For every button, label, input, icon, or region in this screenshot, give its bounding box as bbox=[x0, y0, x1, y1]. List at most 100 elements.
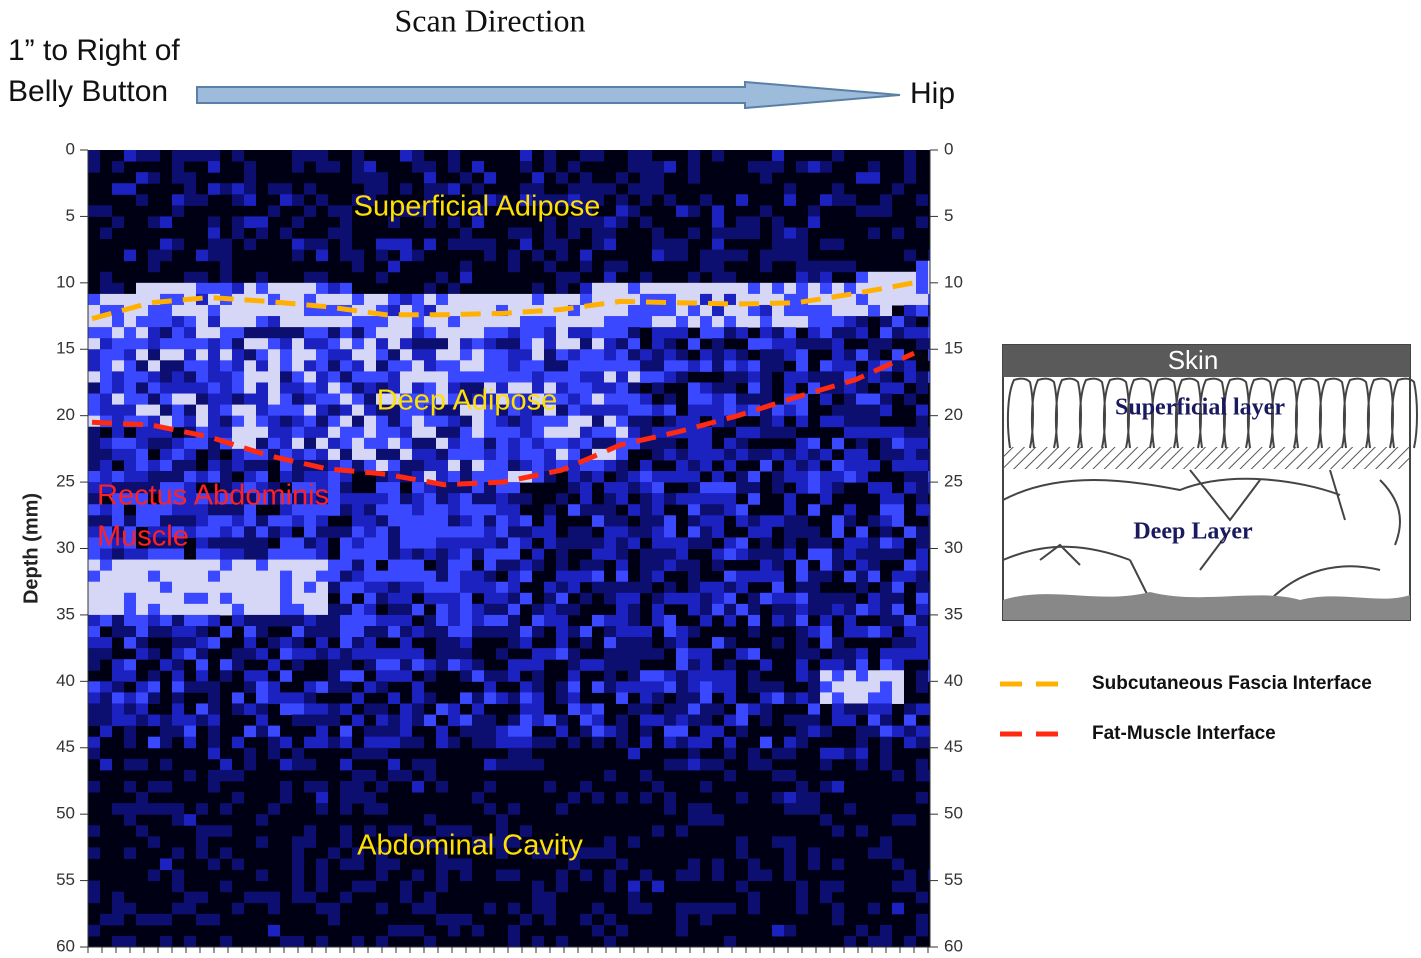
pixel bbox=[700, 593, 712, 605]
pixel bbox=[364, 349, 376, 361]
pixel bbox=[100, 338, 112, 350]
pixel bbox=[808, 449, 820, 461]
pixel bbox=[916, 648, 928, 660]
pixel bbox=[364, 881, 376, 893]
pixel bbox=[460, 582, 472, 594]
pixel bbox=[712, 493, 724, 505]
pixel bbox=[352, 549, 364, 561]
pixel bbox=[220, 626, 232, 638]
pixel bbox=[604, 847, 616, 859]
pixel bbox=[268, 316, 280, 328]
pixel bbox=[724, 272, 736, 284]
pixel bbox=[100, 715, 112, 727]
pixel bbox=[832, 593, 844, 605]
pixel bbox=[244, 703, 256, 715]
pixel bbox=[568, 648, 580, 660]
pixel bbox=[172, 582, 184, 594]
pixel bbox=[304, 560, 316, 572]
pixel bbox=[448, 604, 460, 616]
pixel bbox=[172, 670, 184, 682]
pixel bbox=[268, 593, 280, 605]
pixel bbox=[448, 416, 460, 428]
pixel bbox=[148, 250, 160, 262]
pixel bbox=[868, 681, 880, 693]
pixel bbox=[304, 239, 316, 251]
y-tick-label: 55 bbox=[56, 870, 75, 889]
pixel bbox=[244, 305, 256, 317]
pixel bbox=[364, 626, 376, 638]
pixel bbox=[652, 250, 664, 262]
pixel bbox=[340, 394, 352, 406]
pixel bbox=[376, 703, 388, 715]
pixel bbox=[448, 349, 460, 361]
pixel bbox=[712, 515, 724, 527]
pixel bbox=[652, 549, 664, 561]
pixel bbox=[196, 604, 208, 616]
pixel bbox=[148, 648, 160, 660]
pixel bbox=[856, 449, 868, 461]
pixel bbox=[700, 759, 712, 771]
pixel bbox=[316, 161, 328, 173]
pixel bbox=[496, 593, 508, 605]
pixel bbox=[580, 593, 592, 605]
pixel bbox=[232, 526, 244, 538]
pixel bbox=[460, 471, 472, 483]
pixel bbox=[892, 726, 904, 738]
pixel bbox=[916, 637, 928, 649]
pixel bbox=[232, 515, 244, 527]
pixel bbox=[808, 305, 820, 317]
pixel bbox=[484, 460, 496, 472]
pixel bbox=[892, 903, 904, 915]
pixel bbox=[532, 549, 544, 561]
pixel bbox=[568, 504, 580, 516]
pixel bbox=[352, 371, 364, 383]
pixel bbox=[556, 648, 568, 660]
pixel bbox=[904, 438, 916, 450]
pixel bbox=[400, 571, 412, 583]
pixel bbox=[268, 183, 280, 195]
pixel bbox=[688, 272, 700, 284]
figure: Scan Direction 1” to Right of Belly Butt… bbox=[0, 0, 1421, 958]
pixel bbox=[916, 560, 928, 572]
pixel bbox=[640, 692, 652, 704]
pixel bbox=[532, 250, 544, 262]
pixel bbox=[700, 360, 712, 372]
y2-tick-label: 5 bbox=[944, 206, 953, 225]
pixel bbox=[424, 659, 436, 671]
pixel bbox=[172, 338, 184, 350]
pixel bbox=[628, 881, 640, 893]
pixel bbox=[160, 305, 172, 317]
pixel bbox=[808, 283, 820, 295]
pixel bbox=[124, 936, 136, 948]
pixel bbox=[736, 194, 748, 206]
pixel bbox=[448, 161, 460, 173]
pixel bbox=[880, 549, 892, 561]
pixel bbox=[688, 283, 700, 295]
pixel bbox=[448, 526, 460, 538]
pixel bbox=[868, 626, 880, 638]
pixel bbox=[676, 305, 688, 317]
pixel bbox=[664, 239, 676, 251]
pixel bbox=[244, 759, 256, 771]
pixel bbox=[400, 460, 412, 472]
pixel bbox=[736, 847, 748, 859]
pixel bbox=[148, 692, 160, 704]
pixel bbox=[280, 327, 292, 339]
pixel bbox=[232, 316, 244, 328]
pixel bbox=[448, 360, 460, 372]
pixel bbox=[340, 316, 352, 328]
pixel bbox=[544, 261, 556, 273]
pixel bbox=[832, 239, 844, 251]
pixel bbox=[508, 371, 520, 383]
pixel bbox=[340, 427, 352, 439]
pixel bbox=[124, 327, 136, 339]
pixel bbox=[292, 659, 304, 671]
pixel bbox=[124, 360, 136, 372]
pixel bbox=[772, 150, 784, 162]
pixel bbox=[376, 803, 388, 815]
pixel bbox=[616, 172, 628, 184]
legend: Subcutaneous Fascia InterfaceFat-Muscle … bbox=[1000, 673, 1372, 744]
pixel bbox=[676, 925, 688, 937]
pixel bbox=[316, 582, 328, 594]
pixel bbox=[268, 427, 280, 439]
